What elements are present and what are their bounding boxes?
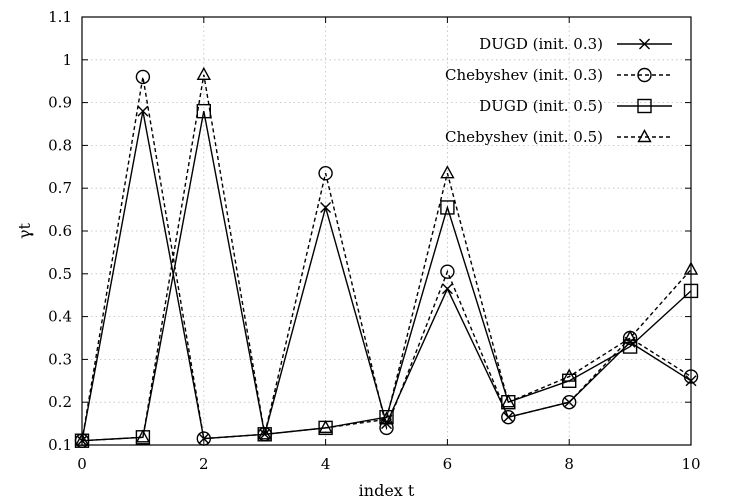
triangle-point-marker <box>74 432 90 446</box>
circle-point-marker <box>562 395 577 410</box>
circle-point-marker <box>440 264 455 279</box>
x-axis-title: index t <box>359 481 415 500</box>
x-tick-label: 10 <box>681 455 700 473</box>
legend-item: Chebyshev (init. 0.3) <box>445 66 672 84</box>
square-point-marker <box>683 283 699 299</box>
y-tick-label: 0.5 <box>48 265 72 283</box>
y-axis-title: γt <box>15 222 34 239</box>
y-tick-label: 0.9 <box>48 94 72 112</box>
x-point-marker <box>137 105 149 117</box>
y-tick-label: 0.6 <box>48 222 72 240</box>
triangle-point-marker <box>440 165 455 179</box>
legend-item: DUGD (init. 0.5) <box>479 97 672 115</box>
triangle-point-marker <box>562 368 577 382</box>
x-point-marker <box>685 375 697 387</box>
y-tick-label: 0.1 <box>48 436 72 454</box>
legend-label: DUGD (init. 0.3) <box>479 35 603 53</box>
series-layer <box>74 66 699 448</box>
square-point-marker <box>637 98 652 114</box>
square-point-marker <box>622 339 638 354</box>
series-line <box>81 76 692 441</box>
triangle-point-marker <box>257 426 272 440</box>
y-tick-label: 0.4 <box>48 308 72 326</box>
circle-point-marker <box>135 69 151 85</box>
circle-point-marker <box>501 409 516 425</box>
y-tick-label: 1 <box>62 51 72 69</box>
y-tick-label: 0.2 <box>48 393 72 411</box>
series-2 <box>74 69 699 448</box>
triangle-point-marker <box>501 394 516 408</box>
x-tick-label: 4 <box>321 455 331 473</box>
triangle-point-marker <box>135 429 151 443</box>
y-tick-label: 0.3 <box>48 350 72 368</box>
x-tick-label: 2 <box>199 455 209 473</box>
x-point-marker <box>441 283 453 295</box>
x-tick-label: 6 <box>443 455 453 473</box>
axis-ticks: 0.1 0.2 0.3 0.4 0.5 0.6 0.7 0.8 0.9 1 1.1 0 2 4 6 8 10 <box>48 8 700 473</box>
legend-item: DUGD (init. 0.3) <box>479 35 672 53</box>
legend-item: Chebyshev (init. 0.5) <box>445 128 672 146</box>
triangle-point-marker <box>379 411 394 425</box>
circle-point-marker <box>637 67 652 83</box>
series-3 <box>74 103 699 448</box>
y-tick-label: 0.7 <box>48 179 72 197</box>
x-point-marker <box>563 396 575 408</box>
square-point-marker <box>440 200 455 215</box>
y-tick-label: 0.8 <box>48 136 72 154</box>
legend-label: Chebyshev (init. 0.3) <box>445 66 603 84</box>
triangle-point-marker <box>683 261 699 275</box>
series-line <box>81 111 692 442</box>
y-tick-label: 1.1 <box>48 8 72 26</box>
triangle-point-marker <box>637 129 652 143</box>
triangle-point-marker <box>622 330 638 344</box>
triangle-point-marker <box>196 66 211 80</box>
circle-point-marker <box>683 369 699 384</box>
x-point-marker <box>320 201 332 213</box>
x-tick-label: 8 <box>564 455 574 473</box>
series-4 <box>74 66 699 446</box>
circle-point-marker <box>196 431 212 446</box>
legend: DUGD (init. 0.3) Chebyshev (init. 0.3) DUG… <box>445 35 672 146</box>
triangle-point-marker <box>318 419 333 434</box>
circle-point-marker <box>379 420 394 436</box>
legend-label: DUGD (init. 0.5) <box>479 97 603 115</box>
x-tick-label: 0 <box>77 455 87 473</box>
legend-label: Chebyshev (init. 0.5) <box>445 128 603 146</box>
x-point-marker <box>639 38 650 50</box>
circle-point-marker <box>318 166 333 181</box>
